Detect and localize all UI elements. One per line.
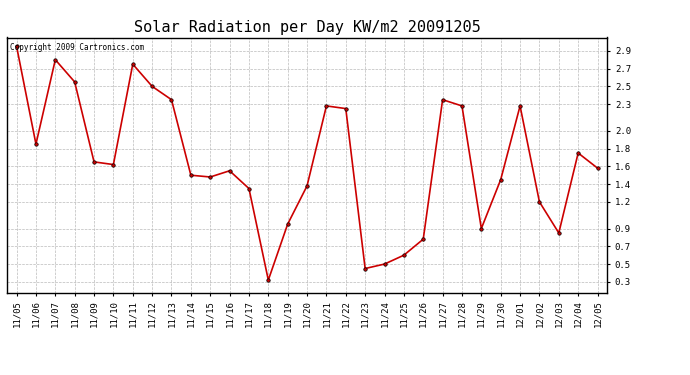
Text: Copyright 2009 Cartronics.com: Copyright 2009 Cartronics.com: [10, 43, 144, 52]
Title: Solar Radiation per Day KW/m2 20091205: Solar Radiation per Day KW/m2 20091205: [134, 20, 480, 35]
